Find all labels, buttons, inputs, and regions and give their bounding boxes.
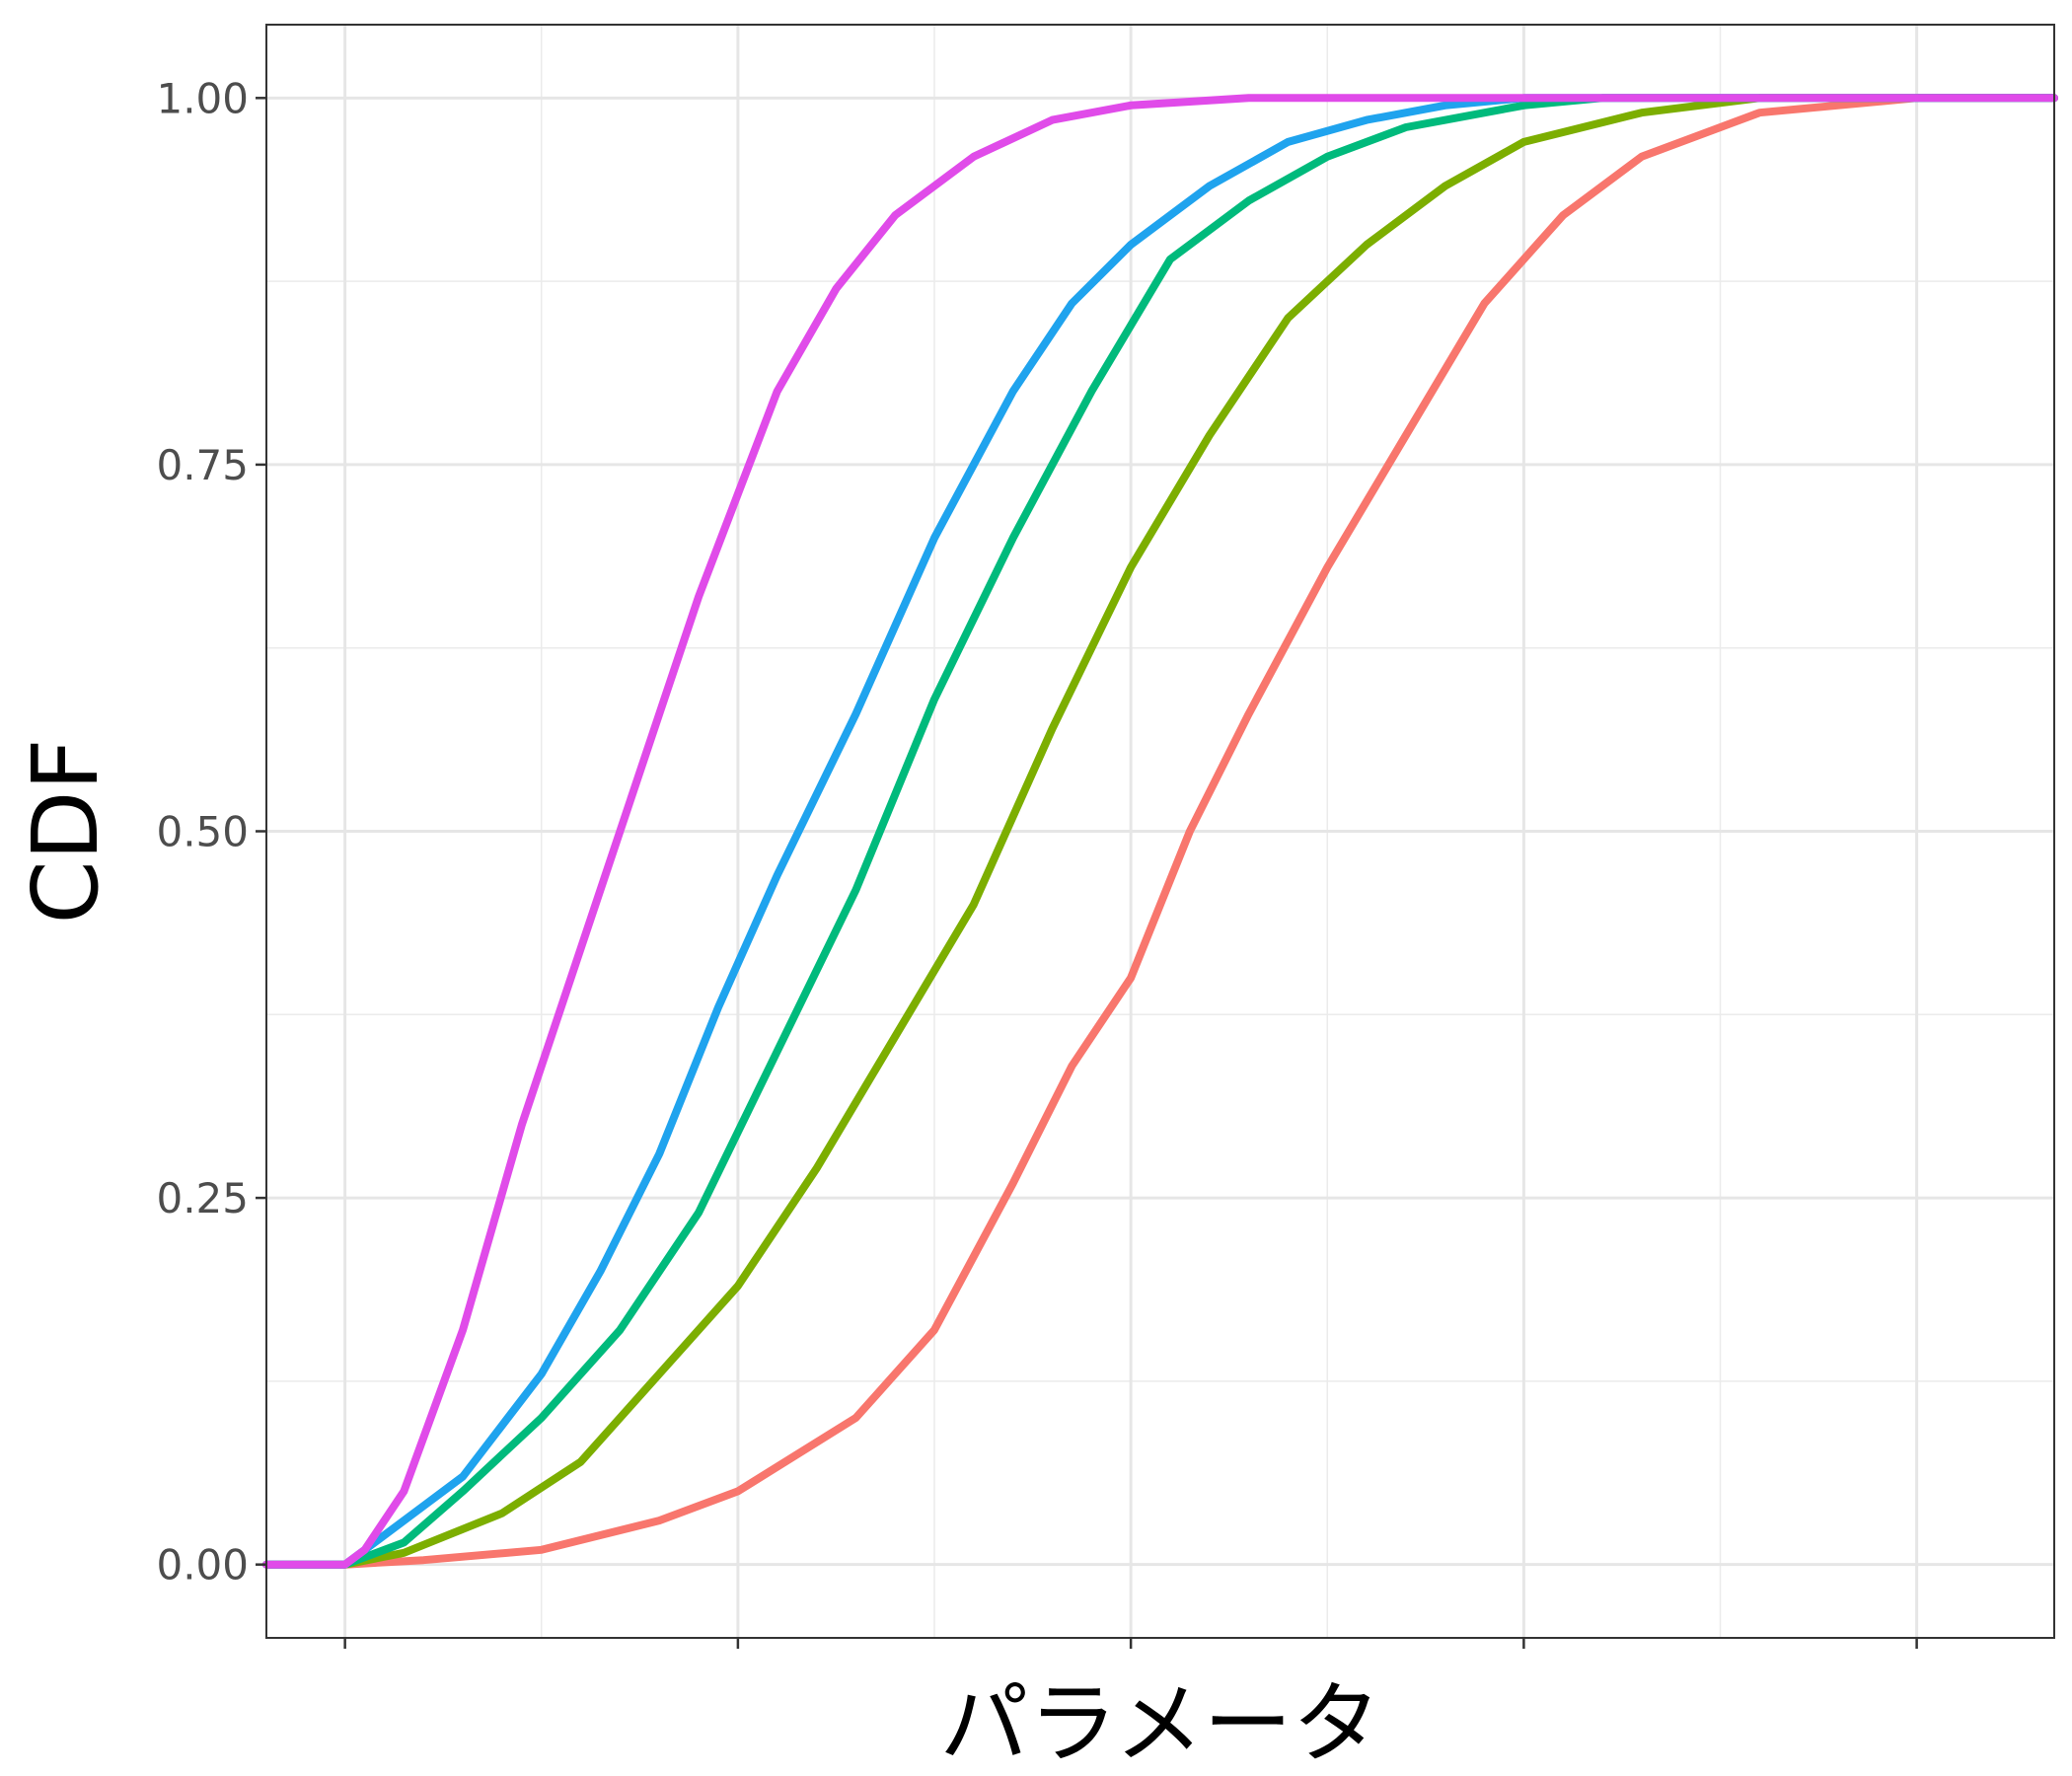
series-line-3 [262, 94, 2058, 1569]
y-tick-label: 0.50 [156, 808, 249, 856]
series-line-5 [262, 94, 2058, 1569]
y-tick-label: 0.75 [156, 441, 249, 489]
axis-ticks: 0.00 0.25 0.50 0.75 1.00 [156, 74, 1918, 1649]
y-tick-label: 1.00 [156, 74, 249, 122]
series-line-2 [262, 94, 2058, 1569]
y-tick-label: 0.25 [156, 1174, 249, 1222]
x-axis-title: パラメータ [939, 1672, 1380, 1776]
series-line-4 [262, 94, 2058, 1569]
series-line-1 [262, 94, 2058, 1569]
y-axis-title: CDF [13, 739, 118, 925]
grid [266, 25, 2054, 1638]
series-group [262, 94, 2058, 1569]
y-tick-label: 0.00 [156, 1541, 249, 1590]
